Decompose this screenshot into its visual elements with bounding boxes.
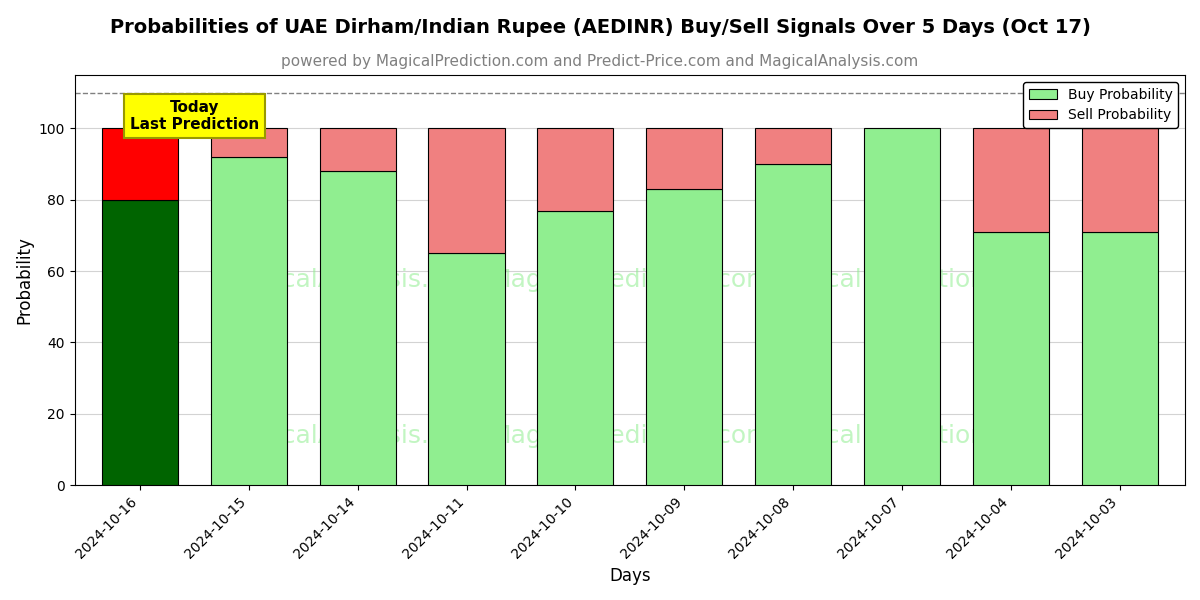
Text: MagicalAnalysis.com: MagicalAnalysis.com: [222, 424, 482, 448]
Bar: [538, 128, 613, 211]
Bar: [973, 232, 1049, 485]
Bar: [319, 128, 396, 171]
Bar: [755, 164, 832, 485]
Bar: [102, 200, 178, 485]
Bar: [1081, 128, 1158, 232]
Bar: [1081, 232, 1158, 485]
Bar: [319, 171, 396, 485]
Bar: [211, 157, 287, 485]
Bar: [973, 128, 1049, 232]
Bar: [755, 128, 832, 164]
X-axis label: Days: Days: [610, 567, 650, 585]
Bar: [538, 211, 613, 485]
Bar: [428, 253, 505, 485]
Bar: [864, 128, 940, 485]
Bar: [646, 189, 722, 485]
Text: MagicalPrediction.com: MagicalPrediction.com: [767, 424, 1048, 448]
Text: MagicalPrediction.com: MagicalPrediction.com: [490, 424, 770, 448]
Bar: [211, 128, 287, 157]
Text: powered by MagicalPrediction.com and Predict-Price.com and MagicalAnalysis.com: powered by MagicalPrediction.com and Pre…: [281, 54, 919, 69]
Text: MagicalAnalysis.com: MagicalAnalysis.com: [222, 268, 482, 292]
Bar: [102, 128, 178, 200]
Bar: [646, 128, 722, 189]
Text: Probabilities of UAE Dirham/Indian Rupee (AEDINR) Buy/Sell Signals Over 5 Days (: Probabilities of UAE Dirham/Indian Rupee…: [109, 18, 1091, 37]
Y-axis label: Probability: Probability: [16, 236, 34, 324]
Text: MagicalPrediction.com: MagicalPrediction.com: [767, 268, 1048, 292]
Legend: Buy Probability, Sell Probability: Buy Probability, Sell Probability: [1024, 82, 1178, 128]
Text: Today
Last Prediction: Today Last Prediction: [130, 100, 259, 133]
Bar: [428, 128, 505, 253]
Text: MagicalPrediction.com: MagicalPrediction.com: [490, 268, 770, 292]
